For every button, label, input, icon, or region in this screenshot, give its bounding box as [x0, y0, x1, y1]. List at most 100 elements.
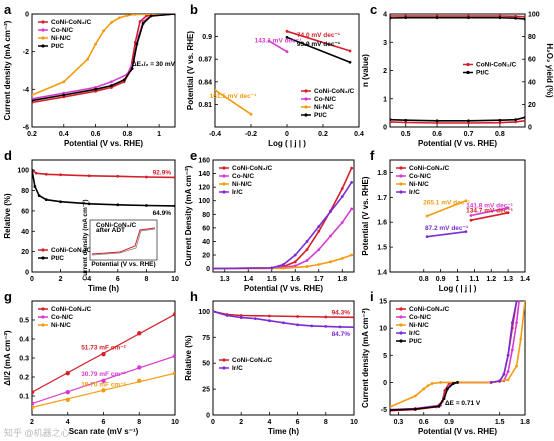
series-line — [32, 14, 175, 96]
data-point — [390, 408, 392, 412]
panel-label: d — [4, 148, 12, 163]
data-point — [87, 174, 91, 178]
data-point — [340, 187, 344, 190]
data-point — [110, 21, 113, 24]
data-point — [125, 14, 129, 17]
data-point — [34, 171, 38, 175]
data-point — [390, 16, 392, 20]
y-tick-label: 20 — [21, 249, 29, 256]
x-tick-label: 0.3 — [394, 419, 404, 426]
slope-label: 87.2 mV dec⁻¹ — [425, 225, 468, 232]
data-point — [293, 264, 297, 268]
data-point — [116, 174, 120, 178]
panel-e: e 1.3 1.4 1.5 1.6 1.7 1.8 0 20 40 60 80 100 120 140 160… — [184, 148, 355, 293]
panel-label: g — [4, 289, 12, 304]
y-tick-label: 5 — [383, 353, 387, 360]
x-tick-label: 6 — [296, 419, 300, 426]
legend-marker — [399, 174, 403, 178]
panel-label: a — [4, 2, 12, 17]
x-tick-label: 1.5 — [495, 419, 505, 426]
x-tick-label: 0.6 — [419, 419, 429, 426]
data-point — [86, 57, 90, 61]
data-point — [350, 166, 354, 170]
plot-frame — [31, 13, 176, 128]
legend-marker — [41, 36, 45, 40]
data-point — [133, 14, 137, 16]
data-point — [515, 321, 518, 325]
plot-area — [390, 14, 525, 125]
data-point — [350, 181, 354, 184]
data-point — [435, 119, 439, 123]
inset-legend-label: after ADT — [96, 227, 125, 234]
slope-label: 19.70 mF cm⁻² — [81, 381, 126, 388]
x-tick-label: 1.8 — [520, 419, 530, 426]
legend-label: CoNi-CoN₃/C — [51, 306, 91, 313]
panel-a: a 0.2 0.4 0.6 0.8 1 -6 -4 -2 0 Potential (V vs. RH… — [3, 2, 176, 148]
x-tick-label: 1.5 — [267, 276, 277, 283]
y-tick-label: 100 — [198, 198, 210, 205]
plot-frame — [212, 300, 355, 416]
data-point — [116, 203, 120, 207]
data-point — [59, 173, 62, 177]
data-point — [352, 315, 354, 319]
y-tick-label: 0 — [25, 270, 29, 277]
x-tick-label: 1.1 — [470, 276, 480, 283]
data-point — [498, 16, 502, 20]
data-point — [32, 99, 34, 103]
legend-label: Co-N/C — [51, 314, 73, 321]
x-tick-label: 2 — [59, 276, 63, 283]
y-tick-label: 0.9 — [202, 34, 212, 41]
data-point — [172, 312, 175, 317]
legend-marker — [399, 307, 403, 311]
data-point — [467, 16, 470, 20]
data-point — [350, 207, 354, 211]
data-point — [404, 16, 408, 20]
data-point — [435, 16, 439, 20]
y-tick-label: 25 — [202, 387, 210, 394]
data-point — [523, 119, 525, 123]
legend: CoNi-CoN₃/CPt/C — [38, 247, 91, 262]
plot-area — [213, 309, 354, 329]
y-axis-label: Relative (%) — [3, 193, 12, 239]
y-tick-label: 40 — [202, 239, 210, 246]
data-point — [102, 29, 105, 33]
slope-label: 51.73 mF cm⁻² — [81, 344, 126, 351]
data-point — [249, 112, 253, 116]
plot-frame — [389, 300, 526, 416]
data-point — [443, 389, 447, 392]
x-tick-label: 10 — [350, 419, 358, 426]
x-tick-label: 1.7 — [314, 276, 324, 283]
y2-tick-label: 100 — [528, 12, 540, 19]
data-point — [225, 314, 229, 317]
y-axis-label: n (value) — [361, 54, 370, 87]
data-point — [523, 15, 525, 19]
series-line — [32, 14, 175, 102]
inset-y-label: Current density (mA cm⁻²) — [82, 199, 89, 280]
data-point — [267, 39, 271, 43]
data-point — [117, 16, 121, 20]
data-point — [523, 17, 525, 21]
x-axis-label: Potential (V vs. RHE) — [418, 139, 497, 148]
plot-area — [215, 29, 352, 116]
annotation: ΔE₁/₂ = 30 mV — [132, 61, 176, 68]
data-point — [498, 118, 502, 122]
x-axis-label: Scan rate (mV s⁻¹) — [69, 427, 139, 436]
y-tick-label: -4 — [23, 87, 29, 94]
data-point — [44, 198, 48, 202]
y-tick-label: 0 — [206, 266, 210, 273]
y-tick-label: 0.87 — [198, 57, 212, 64]
data-point — [293, 260, 297, 264]
data-point — [515, 364, 518, 368]
y-tick-label: 0 — [206, 413, 210, 420]
data-point — [489, 381, 493, 384]
x-tick-label: -0.2 — [245, 131, 257, 138]
data-point — [329, 234, 332, 238]
legend-marker — [222, 358, 226, 362]
data-point — [390, 405, 392, 409]
data-point — [467, 119, 470, 123]
x-tick-label: 1.4 — [520, 276, 530, 283]
y-axis-label: Relative (%) — [184, 335, 193, 381]
data-point — [523, 115, 525, 119]
data-point — [173, 176, 175, 179]
